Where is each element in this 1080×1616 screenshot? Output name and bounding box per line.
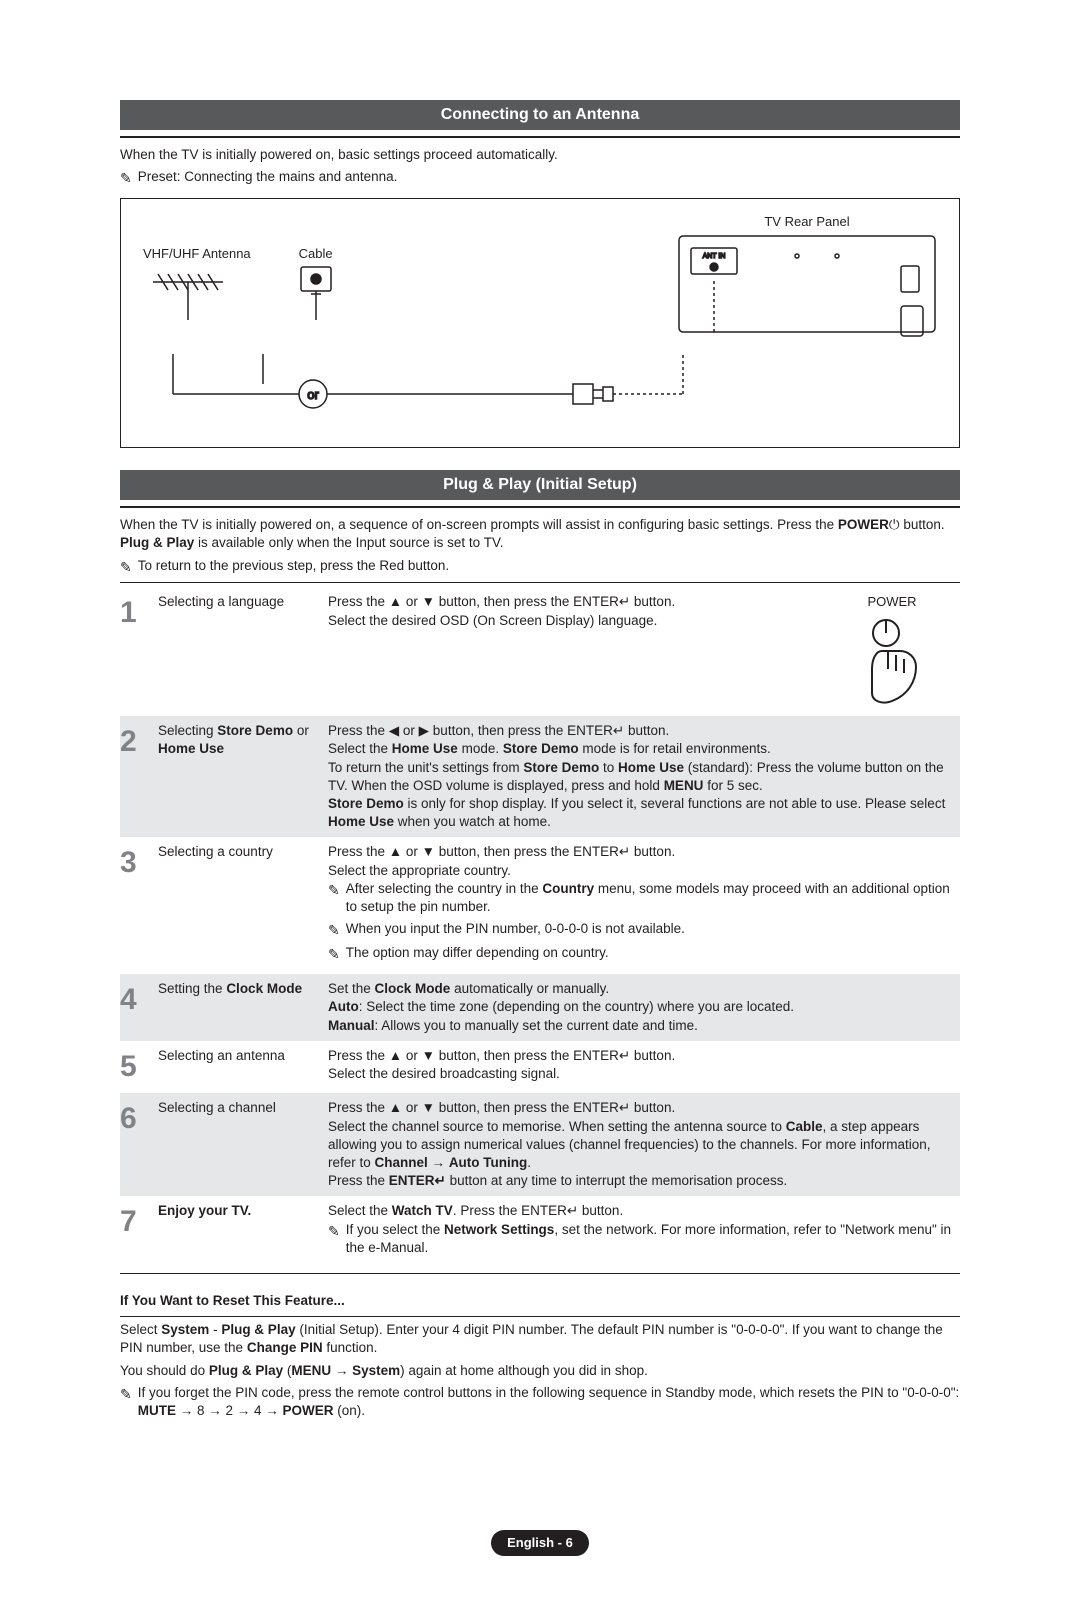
step-body: POWER Press the ▲ or ▼ button, then pres… bbox=[320, 587, 960, 716]
step-title: Setting the Clock Mode bbox=[150, 974, 320, 1041]
section-header-plugplay: Plug & Play (Initial Setup) bbox=[120, 470, 960, 500]
step-body: Select the Watch TV. Press the ENTER↵ bu… bbox=[320, 1196, 960, 1267]
step-number: 2 bbox=[120, 716, 150, 837]
step-title: Selecting an antenna bbox=[150, 1041, 320, 1094]
plugplay-intro: When the TV is initially powered on, a s… bbox=[120, 516, 960, 552]
step-title: Enjoy your TV. bbox=[150, 1196, 320, 1267]
antenna-intro: When the TV is initially powered on, bas… bbox=[120, 146, 960, 164]
table-row: 5 Selecting an antenna Press the ▲ or ▼ … bbox=[120, 1041, 960, 1094]
svg-text:or: or bbox=[307, 387, 319, 402]
divider bbox=[120, 506, 960, 508]
label-vhf-uhf: VHF/UHF Antenna bbox=[143, 245, 251, 263]
antenna-diagram: VHF/UHF Antenna Cable bbox=[120, 198, 960, 449]
divider bbox=[120, 582, 960, 583]
label-rear-panel: TV Rear Panel bbox=[764, 213, 849, 231]
table-row: 4 Setting the Clock Mode Set the Clock M… bbox=[120, 974, 960, 1041]
return-note-row: ✎ To return to the previous step, press … bbox=[120, 557, 960, 577]
table-row: 7 Enjoy your TV. Select the Watch TV. Pr… bbox=[120, 1196, 960, 1267]
table-row: 6 Selecting a channel Press the ▲ or ▼ b… bbox=[120, 1093, 960, 1196]
note-icon: ✎ bbox=[120, 169, 132, 188]
table-row: 1 Selecting a language POWER Press the ▲… bbox=[120, 587, 960, 716]
note-icon: ✎ bbox=[120, 558, 132, 577]
table-row: 3 Selecting a country Press the ▲ or ▼ b… bbox=[120, 837, 960, 974]
step-number: 6 bbox=[120, 1093, 150, 1196]
step-body: Press the ▲ or ▼ button, then press the … bbox=[320, 1093, 960, 1196]
steps-table: 1 Selecting a language POWER Press the ▲… bbox=[120, 587, 960, 1267]
table-row: 2 Selecting Store Demo or Home Use Press… bbox=[120, 716, 960, 837]
divider bbox=[120, 1316, 960, 1317]
reset-para2: You should do Plug & Play (MENU → System… bbox=[120, 1362, 960, 1380]
step-title: Selecting a language bbox=[150, 587, 320, 716]
step-number: 3 bbox=[120, 837, 150, 974]
step-body: Press the ◀ or ▶ button, then press the … bbox=[320, 716, 960, 837]
step-number: 4 bbox=[120, 974, 150, 1041]
step-number: 7 bbox=[120, 1196, 150, 1267]
power-label: POWER bbox=[832, 593, 952, 611]
step-title: Selecting Store Demo or Home Use bbox=[150, 716, 320, 837]
reset-heading: If You Want to Reset This Feature... bbox=[120, 1292, 960, 1310]
reset-note-row: ✎ If you forget the PIN code, press the … bbox=[120, 1384, 960, 1420]
step-body: Set the Clock Mode automatically or manu… bbox=[320, 974, 960, 1041]
page-number: English - 6 bbox=[491, 1530, 589, 1556]
preset-note: Preset: Connecting the mains and antenna… bbox=[138, 168, 398, 186]
coax-connection-icon: or bbox=[143, 354, 937, 424]
tv-rear-icon: ANT IN bbox=[677, 234, 937, 354]
reset-para1: Select System - Plug & Play (Initial Set… bbox=[120, 1321, 960, 1357]
reset-note: If you forget the PIN code, press the re… bbox=[138, 1384, 960, 1420]
divider bbox=[120, 136, 960, 138]
return-note: To return to the previous step, press th… bbox=[138, 557, 449, 575]
note-icon: ✎ bbox=[120, 1385, 132, 1404]
cable-wall-icon bbox=[291, 262, 341, 322]
antenna-icon bbox=[143, 262, 233, 322]
label-cable: Cable bbox=[291, 245, 341, 263]
step-body: Press the ▲ or ▼ button, then press the … bbox=[320, 1041, 960, 1094]
preset-note-row: ✎ Preset: Connecting the mains and anten… bbox=[120, 168, 960, 188]
divider bbox=[120, 1273, 960, 1274]
step-body: Press the ▲ or ▼ button, then press the … bbox=[320, 837, 960, 974]
step-number: 5 bbox=[120, 1041, 150, 1094]
power-hand-icon bbox=[852, 615, 932, 705]
step-number: 1 bbox=[120, 587, 150, 716]
section-header-antenna: Connecting to an Antenna bbox=[120, 100, 960, 130]
ant-in-label: ANT IN bbox=[703, 253, 726, 260]
step-title: Selecting a country bbox=[150, 837, 320, 974]
step-title: Selecting a channel bbox=[150, 1093, 320, 1196]
page-footer: English - 6 bbox=[120, 1530, 960, 1556]
